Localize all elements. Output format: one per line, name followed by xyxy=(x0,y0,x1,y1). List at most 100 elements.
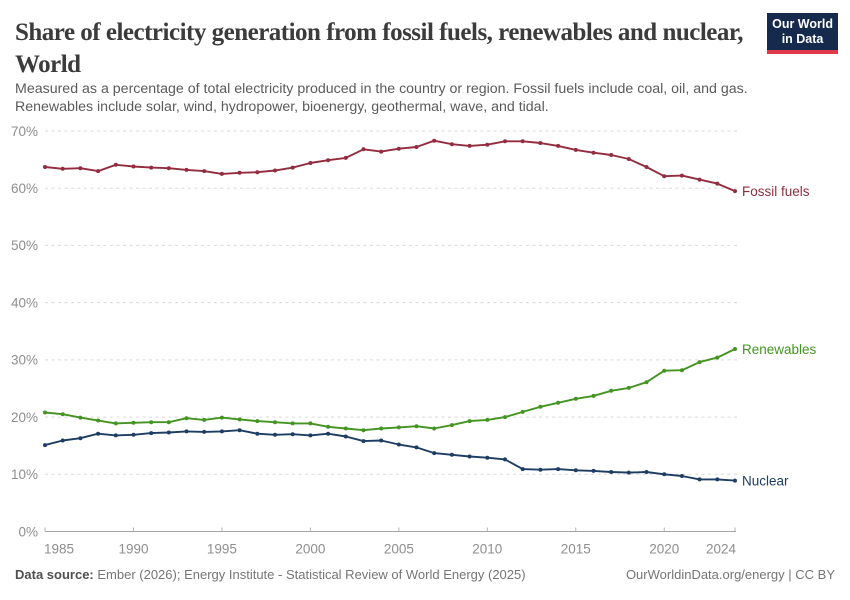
point-nuclear xyxy=(432,451,437,456)
point-renewables xyxy=(96,418,101,423)
point-renewables xyxy=(237,417,242,422)
point-nuclear xyxy=(626,470,631,475)
point-fossil-fuels xyxy=(414,145,419,149)
point-nuclear xyxy=(520,467,525,472)
point-nuclear xyxy=(538,467,543,472)
point-fossil-fuels xyxy=(432,138,437,143)
point-fossil-fuels xyxy=(273,168,277,173)
point-renewables xyxy=(60,412,65,417)
point-renewables xyxy=(503,415,507,420)
point-fossil-fuels xyxy=(113,162,118,167)
chart-header: Share of electricity generation from fos… xyxy=(15,10,850,115)
y-tick-label: 70% xyxy=(11,124,38,139)
point-renewables xyxy=(290,421,295,426)
point-nuclear xyxy=(237,428,242,433)
point-renewables xyxy=(520,409,525,414)
point-renewables xyxy=(467,419,472,424)
point-renewables xyxy=(43,410,47,415)
line-nuclear xyxy=(44,429,736,482)
point-renewables xyxy=(697,360,702,365)
point-fossil-fuels xyxy=(626,157,631,161)
x-tick-label: 1985 xyxy=(44,542,74,557)
point-nuclear xyxy=(290,432,295,437)
point-nuclear xyxy=(131,432,136,437)
y-tick-label: 10% xyxy=(11,467,38,482)
point-renewables xyxy=(414,424,419,429)
point-fossil-fuels xyxy=(591,150,596,155)
point-nuclear xyxy=(573,468,578,473)
point-nuclear xyxy=(644,470,649,474)
point-fossil-fuels xyxy=(520,139,525,144)
point-nuclear xyxy=(43,443,47,448)
point-fossil-fuels xyxy=(396,146,401,151)
point-fossil-fuels xyxy=(538,141,543,145)
point-renewables xyxy=(485,417,490,422)
data-source-text: Ember (2026); Energy Institute - Statist… xyxy=(93,567,526,582)
point-fossil-fuels xyxy=(503,139,507,144)
point-renewables xyxy=(308,421,313,426)
point-fossil-fuels xyxy=(733,189,737,194)
point-nuclear xyxy=(396,442,401,447)
point-renewables xyxy=(78,415,83,420)
point-nuclear xyxy=(60,438,65,443)
point-fossil-fuels xyxy=(379,149,384,154)
point-renewables xyxy=(379,426,384,431)
point-nuclear xyxy=(662,472,667,477)
point-fossil-fuels xyxy=(60,166,65,171)
y-tick-label: 0% xyxy=(18,524,38,539)
point-renewables xyxy=(149,420,154,425)
point-renewables xyxy=(396,425,401,430)
point-nuclear xyxy=(361,439,366,444)
point-nuclear xyxy=(556,467,561,472)
x-tick-label: 2015 xyxy=(561,542,591,557)
point-renewables xyxy=(343,426,348,431)
point-fossil-fuels xyxy=(697,177,702,182)
point-renewables xyxy=(609,388,614,393)
point-fossil-fuels xyxy=(219,171,224,176)
x-tick-label: 2000 xyxy=(295,542,325,557)
point-fossil-fuels xyxy=(326,158,331,163)
point-fossil-fuels xyxy=(290,165,295,170)
point-fossil-fuels xyxy=(662,174,667,179)
data-source-label: Data source: xyxy=(15,567,94,582)
x-tick-label: 1995 xyxy=(207,542,237,557)
point-renewables xyxy=(432,426,437,431)
point-nuclear xyxy=(149,431,154,436)
y-tick-label: 40% xyxy=(11,295,38,310)
line-fossil-fuels xyxy=(44,139,736,193)
point-fossil-fuels xyxy=(308,161,313,165)
point-nuclear xyxy=(219,429,224,434)
point-fossil-fuels xyxy=(96,169,101,174)
point-renewables xyxy=(679,368,684,373)
point-fossil-fuels xyxy=(237,170,242,175)
point-renewables xyxy=(184,416,189,421)
point-nuclear xyxy=(414,445,419,450)
chart-subtitle: Measured as a percentage of total electr… xyxy=(15,81,748,115)
point-renewables xyxy=(644,380,649,385)
y-tick-label: 30% xyxy=(11,353,38,368)
owid-logo: Our World in Data xyxy=(767,13,838,54)
point-renewables xyxy=(326,424,331,429)
point-fossil-fuels xyxy=(43,165,47,169)
point-renewables xyxy=(573,396,578,401)
point-renewables xyxy=(219,415,224,420)
point-renewables xyxy=(113,421,118,426)
x-tick-label: 1990 xyxy=(118,542,148,557)
x-tick-label: 2005 xyxy=(384,542,414,557)
point-renewables xyxy=(626,385,631,390)
x-tick-label: 2024 xyxy=(706,542,737,557)
point-nuclear xyxy=(679,474,684,478)
point-nuclear xyxy=(166,430,171,435)
owid-logo-line2: in Data xyxy=(781,32,824,46)
point-nuclear xyxy=(379,438,384,443)
point-fossil-fuels xyxy=(573,147,578,152)
point-nuclear xyxy=(343,434,348,439)
point-fossil-fuels xyxy=(361,147,366,152)
series-label-nuclear: Nuclear xyxy=(742,473,789,488)
point-nuclear xyxy=(733,478,737,483)
point-fossil-fuels xyxy=(184,167,189,172)
point-fossil-fuels xyxy=(166,166,171,171)
point-fossil-fuels xyxy=(449,142,454,147)
point-fossil-fuels xyxy=(679,173,684,178)
